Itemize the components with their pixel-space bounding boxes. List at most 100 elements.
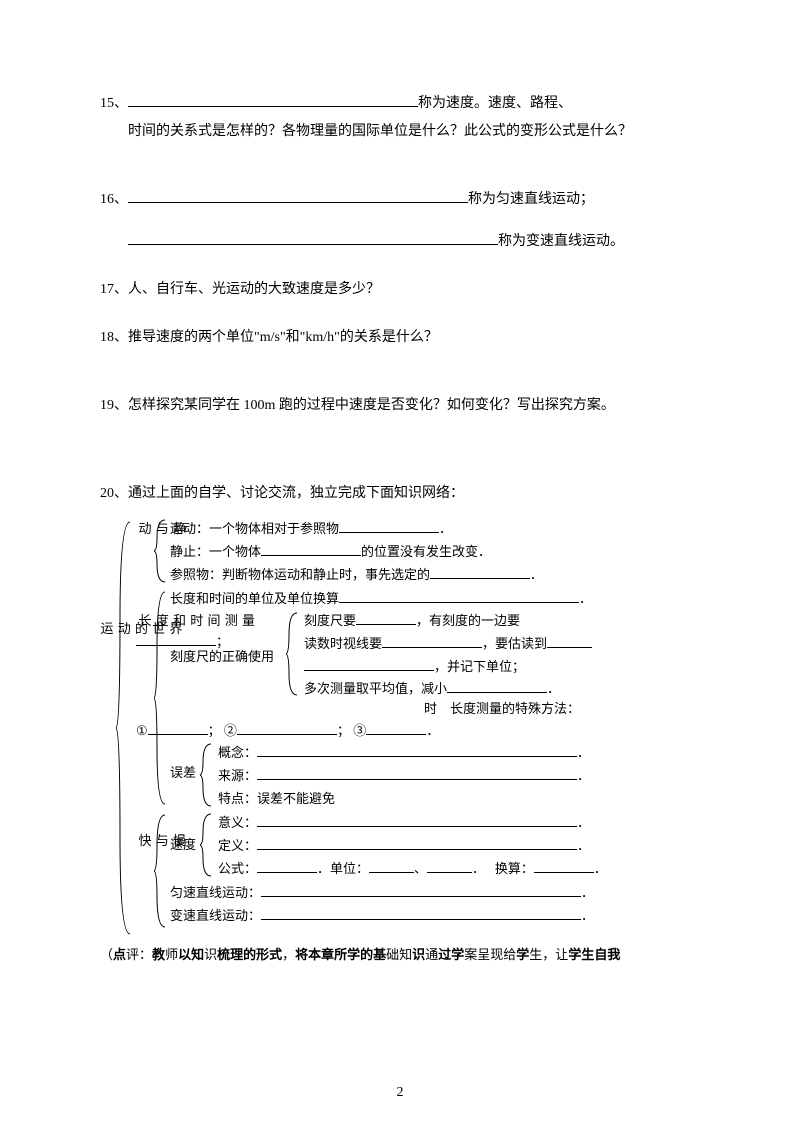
circled-3: ③ bbox=[353, 723, 366, 738]
special-label: 长度测量的特殊方法： bbox=[450, 701, 580, 716]
q15-blank[interactable] bbox=[128, 92, 418, 107]
special-methods-line: ①； ②； ③． bbox=[136, 720, 439, 743]
period: ． bbox=[439, 521, 452, 536]
c11: 识 bbox=[412, 947, 425, 962]
c21: 生自我 bbox=[581, 947, 620, 962]
q20-text: 通过上面的自学、讨论交流，独立完成下面知识网络： bbox=[128, 486, 464, 501]
r1-blank[interactable] bbox=[356, 611, 416, 625]
sd-blank3[interactable] bbox=[257, 859, 317, 873]
r2b: ，要估读到 bbox=[482, 636, 547, 651]
sm-blank1[interactable] bbox=[148, 721, 208, 735]
dyj-l1a: 运动：一个物体相对于参照物 bbox=[170, 521, 339, 536]
special-prefix: 时 bbox=[424, 701, 437, 716]
c7: 梳理的形式 bbox=[217, 947, 282, 962]
c16: 现给 bbox=[490, 947, 516, 962]
sd-content: 意义：． 定义：． 公式：．单位：、． 换算：． bbox=[218, 812, 607, 880]
root-brace bbox=[116, 518, 134, 938]
sm-blank3[interactable] bbox=[366, 721, 426, 735]
kym-brace bbox=[154, 812, 168, 930]
question-20: 20、通过上面的自学、讨论交流，独立完成下面知识网络： bbox=[100, 480, 700, 508]
uniform-blank[interactable] bbox=[261, 883, 581, 897]
r3-blank[interactable] bbox=[304, 657, 434, 671]
c10: 础知 bbox=[386, 947, 412, 962]
c1: 点 bbox=[113, 947, 126, 962]
cdsj-char: 量 bbox=[242, 610, 256, 633]
q17-text: 人、自行车、光运动的大致速度是多少？ bbox=[128, 282, 380, 297]
dyj-brace bbox=[154, 518, 168, 584]
q16-blank2[interactable] bbox=[128, 230, 498, 245]
sd-fd: ． bbox=[472, 861, 485, 876]
c18: 生， bbox=[529, 947, 555, 962]
cdsj-char: 和 bbox=[173, 610, 187, 633]
dyj-l2a: 静止：一个物体 bbox=[170, 544, 261, 559]
c6: 识 bbox=[204, 947, 217, 962]
sd-fe: 换算： bbox=[495, 861, 534, 876]
knowledge-tree: 运 动 的 世 界 动 与 静 运动：一个物体相对于参照物． 静止：一个物体的位… bbox=[100, 518, 700, 938]
c17: 学 bbox=[516, 947, 529, 962]
sd-blank1[interactable] bbox=[257, 813, 577, 827]
cdsj-content: 长度和时间的单位及单位换算． bbox=[170, 588, 592, 611]
q15-tail: 称为速度。速度、路程、 bbox=[418, 96, 572, 111]
cdsj-char: 测 bbox=[224, 610, 238, 633]
question-17: 17、人、自行车、光运动的大致速度是多少？ bbox=[100, 276, 700, 304]
wrap-blank1[interactable] bbox=[136, 632, 216, 646]
wc-blank1[interactable] bbox=[257, 743, 577, 757]
question-15: 15、称为速度。速度、路程、 时间的关系式是怎样的？各物理量的国际单位是什么？此… bbox=[100, 90, 700, 146]
wrap-line1: ； bbox=[136, 631, 229, 654]
page-number: 2 bbox=[0, 1085, 800, 1101]
sd-blank4[interactable] bbox=[369, 859, 414, 873]
c12: 通 bbox=[425, 947, 438, 962]
r4-blank[interactable] bbox=[447, 679, 547, 693]
uniform-variable: 匀速直线运动：． 变速直线运动：． bbox=[170, 882, 594, 928]
ruler-content: 刻度尺要，有刻度的一边要 读数时视线要，要估读到 ，并记下单位； 多次测量取平均… bbox=[304, 610, 592, 701]
sd-fa: 公式： bbox=[218, 861, 257, 876]
dyj-blank1[interactable] bbox=[339, 519, 439, 533]
sd-fb: ．单位： bbox=[317, 861, 369, 876]
dyj-l2b: 的位置没有发生改变． bbox=[361, 544, 491, 559]
cdsj-char: 长 bbox=[138, 610, 152, 633]
wc-label: 误差 bbox=[170, 762, 196, 785]
c20: 学 bbox=[568, 947, 581, 962]
wc-content: 概念：． 来源：． 特点：误差不能避免 bbox=[218, 742, 590, 810]
q17-number: 17、 bbox=[100, 282, 128, 297]
c5: 以知 bbox=[178, 947, 204, 962]
q16-blank1[interactable] bbox=[128, 188, 468, 203]
c3: 教 bbox=[152, 947, 165, 962]
dyj-content: 运动：一个物体相对于参照物 ． 静止：一个物体 的位置没有发生改变． 参照物：判断物… bbox=[170, 518, 543, 586]
c-prefix: （ bbox=[100, 947, 113, 962]
circled-2: ② bbox=[224, 723, 237, 738]
sd-blank2[interactable] bbox=[257, 836, 577, 850]
sd-ff: ． bbox=[594, 861, 607, 876]
sd-label: 速度 bbox=[170, 834, 196, 857]
variable-label: 变速直线运动： bbox=[170, 908, 261, 923]
circled-1: ① bbox=[136, 723, 148, 738]
wc-feature: 特点：误差不能避免 bbox=[218, 791, 335, 806]
r3b: ，并记下单位； bbox=[434, 659, 525, 674]
dyj-blank2[interactable] bbox=[261, 542, 361, 556]
question-16: 16、称为匀速直线运动； 称为变速直线运动。 bbox=[100, 186, 700, 256]
cdsj-char: 时 bbox=[190, 610, 204, 633]
cdsj-l1a: 长度和时间的单位及单位换算 bbox=[170, 591, 339, 606]
cdsj-blank-units[interactable] bbox=[339, 589, 579, 603]
wc-blank2[interactable] bbox=[257, 766, 577, 780]
sm-blank2[interactable] bbox=[237, 721, 337, 735]
dyj-l3a: 参照物：判断物体运动和静止时，事先选定的 bbox=[170, 567, 430, 582]
dyj-blank3[interactable] bbox=[430, 565, 530, 579]
variable-blank[interactable] bbox=[261, 906, 581, 920]
q16-tail1: 称为匀速直线运动； bbox=[468, 192, 594, 207]
wc-source: 来源： bbox=[218, 768, 257, 783]
c14: 学 bbox=[451, 947, 464, 962]
cdsj-char: 间 bbox=[207, 610, 221, 633]
wc-brace bbox=[200, 742, 214, 808]
r2-blank1[interactable] bbox=[382, 634, 482, 648]
sd-blank6[interactable] bbox=[534, 859, 594, 873]
q18-text: 推导速度的两个单位"m/s"和"km/h"的关系是什么？ bbox=[128, 330, 438, 345]
sd-blank5[interactable] bbox=[427, 859, 472, 873]
c4: 师 bbox=[165, 947, 178, 962]
c13: 过 bbox=[438, 947, 451, 962]
special-methods-label: 时 长度测量的特殊方法： bbox=[424, 698, 580, 721]
ruler-brace bbox=[286, 610, 300, 698]
sd-def: 定义： bbox=[218, 838, 257, 853]
c8: ， bbox=[282, 947, 295, 962]
r2-blank2[interactable] bbox=[547, 634, 592, 648]
